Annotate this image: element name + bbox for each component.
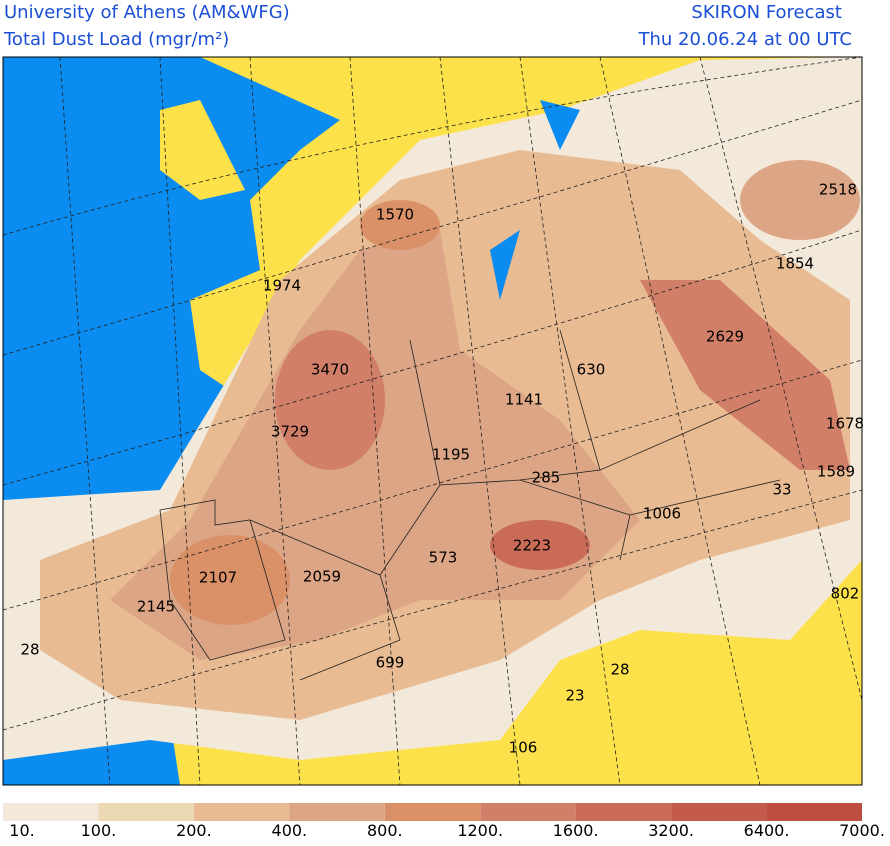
colorbar-label: 400. — [272, 821, 308, 840]
map-label: 33 — [772, 481, 791, 499]
dust-area — [740, 160, 860, 240]
sea — [490, 100, 580, 300]
map-label: 630 — [577, 361, 606, 379]
map-label: 23 — [565, 687, 584, 705]
dust-area — [640, 280, 850, 470]
header-line: Thu 20.06.24 at 00 UTC — [637, 29, 852, 50]
graticule — [3, 57, 862, 785]
colorbar-swatch — [289, 803, 385, 821]
header-line: SKIRON Forecast — [691, 2, 842, 23]
header-line: University of Athens (AM&WFG) — [4, 2, 290, 23]
map-label: 3729 — [271, 423, 309, 441]
map-label: 2145 — [137, 598, 175, 616]
colorbar-swatch — [480, 803, 576, 821]
map-label: 3470 — [311, 361, 349, 379]
colorbar-swatch — [766, 803, 862, 821]
colorbar-label: 6400. — [744, 821, 790, 840]
header: University of Athens (AM&WFG) Total Dust… — [3, 2, 852, 50]
map-label: 2223 — [513, 537, 551, 555]
map-label: 1195 — [432, 446, 470, 464]
map-label: 106 — [509, 739, 538, 757]
dust-area — [170, 535, 290, 625]
dust-area — [275, 330, 385, 470]
colorbar-swatch — [575, 803, 672, 821]
colorbar: 10. 100. 200. 400. 800. 1200. 1600. 3200. 6400. 7… — [3, 803, 885, 840]
colorbar-label: 200. — [176, 821, 212, 840]
map-label: 1141 — [505, 391, 543, 409]
map — [3, 57, 862, 785]
land — [190, 290, 270, 390]
map-label: 1974 — [263, 277, 301, 295]
colorbar-label: 10. — [9, 821, 34, 840]
map-label: 2629 — [706, 328, 744, 346]
map-label: 699 — [376, 654, 405, 672]
colorbar-label: 1200. — [457, 821, 503, 840]
map-label: 1854 — [776, 255, 814, 273]
map-label: 802 — [831, 585, 860, 603]
colorbar-swatch — [671, 803, 767, 821]
colorbar-swatch — [98, 803, 194, 821]
map-labels: 1570 1974 3470 3729 1141 630 1195 285 1006 2223 57… — [20, 181, 864, 757]
colorbar-label: 7000. — [839, 821, 885, 840]
map-label: 2518 — [819, 181, 857, 199]
map-label: 2059 — [303, 568, 341, 586]
map-label: 28 — [610, 661, 629, 679]
colorbar-label: 800. — [367, 821, 403, 840]
header-line: Total Dust Load (mgr/m²) — [3, 29, 229, 50]
map-label: 2107 — [199, 569, 237, 587]
dust-area — [360, 200, 440, 250]
map-label: 573 — [429, 549, 458, 567]
land — [160, 100, 245, 200]
map-label: 1678 — [826, 415, 864, 433]
colorbar-swatch — [3, 803, 99, 821]
colorbar-swatch — [193, 803, 290, 821]
map-frame — [2, 56, 863, 786]
map-label: 28 — [20, 641, 39, 659]
colorbar-swatch — [384, 803, 481, 821]
colorbar-label: 100. — [81, 821, 117, 840]
colorbar-label: 3200. — [648, 821, 694, 840]
colorbar-label: 1600. — [553, 821, 599, 840]
dust-area — [490, 520, 590, 570]
map-label: 1570 — [376, 206, 414, 224]
map-label: 285 — [532, 469, 561, 487]
map-label: 1589 — [817, 463, 855, 481]
map-label: 1006 — [643, 505, 681, 523]
